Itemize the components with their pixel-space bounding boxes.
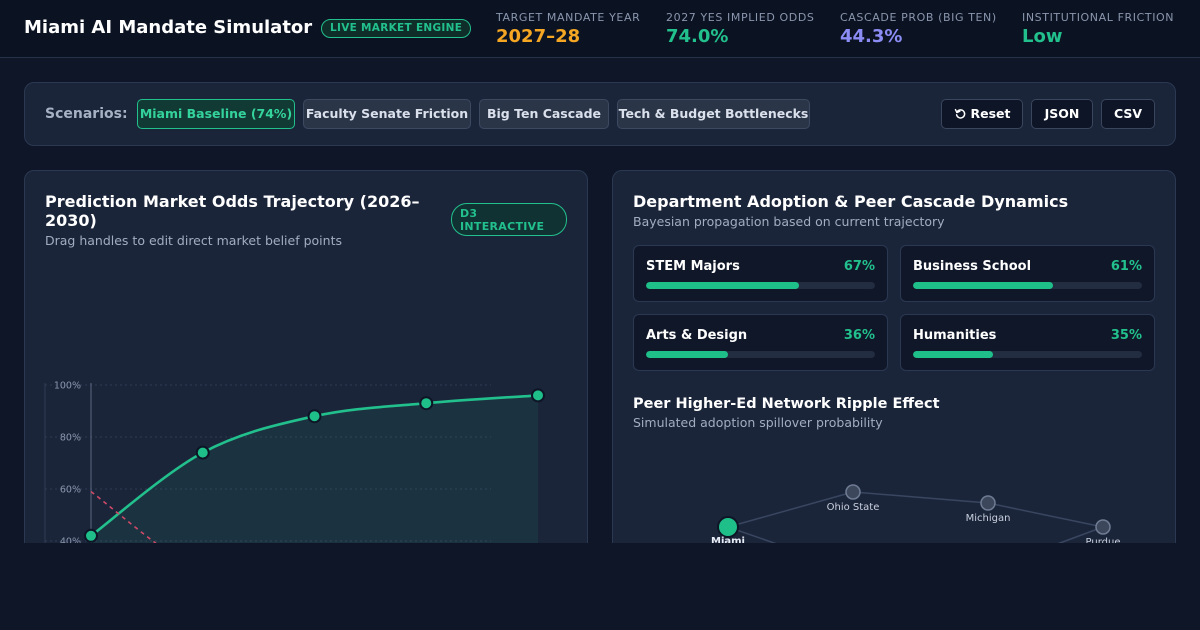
drag-handle[interactable] — [195, 445, 210, 460]
d3-interactive-badge: D3 INTERACTIVE — [451, 203, 567, 236]
live-market-badge: LIVE MARKET ENGINE — [321, 19, 472, 38]
app-title: Miami AI Mandate Simulator — [24, 17, 313, 38]
network-title: Peer Higher-Ed Network Ripple Effect — [633, 396, 940, 412]
scenario-faculty-friction-button[interactable]: Faculty Senate Friction — [303, 99, 471, 129]
network-node-michigan[interactable]: Michigan — [966, 495, 1011, 524]
network-node-label: Ohio State — [827, 502, 880, 513]
dept-percent: 35% — [1110, 328, 1142, 343]
dept-name: Arts & Design — [646, 328, 748, 343]
dept-progress-track — [646, 351, 875, 358]
dept-name: STEM Majors — [646, 259, 740, 274]
odds-panel-subtitle: Drag handles to edit direct market belie… — [45, 233, 342, 248]
network-edge — [727, 491, 854, 528]
stat-value: 2027–28 — [496, 26, 581, 47]
json-export-button[interactable]: JSON — [1031, 99, 1093, 129]
stat-friction: INSTITUTIONAL FRICTION Low — [1022, 11, 1174, 47]
stat-value: Low — [1022, 26, 1063, 47]
odds-panel-title: Prediction Market Odds Trajectory (2026–… — [45, 192, 420, 230]
stat-label: TARGET MANDATE YEAR — [496, 11, 641, 24]
reset-icon — [954, 108, 965, 119]
scenario-bar: Scenarios: Miami Baseline (74%) Faculty … — [24, 82, 1176, 146]
dept-progress-track — [646, 282, 875, 289]
odds-chart[interactable]: 100%80%60%40%20%0% — [25, 271, 588, 570]
network-edge — [987, 502, 1104, 528]
dept-name: Humanities — [913, 328, 997, 343]
csv-export-button[interactable]: CSV — [1101, 99, 1155, 129]
dept-card-stem: STEM Majors 67% — [633, 245, 888, 302]
stat-label: INSTITUTIONAL FRICTION — [1022, 11, 1175, 24]
y-tick-label: 40% — [60, 537, 81, 548]
y-tick-label: 60% — [60, 485, 81, 496]
peer-network-graph: Miami Ohio State Michigan Purdue — [711, 484, 1121, 554]
adoption-panel: Department Adoption & Peer Cascade Dynam… — [612, 170, 1176, 570]
scenario-tech-budget-button[interactable]: Tech & Budget Bottlenecks — [617, 99, 810, 129]
app-header: Miami AI Mandate Simulator LIVE MARKET E… — [0, 0, 1200, 58]
reset-button[interactable]: Reset — [941, 99, 1023, 129]
drag-handle[interactable] — [531, 388, 545, 403]
network-subtitle: Simulated adoption spillover probability — [633, 415, 883, 430]
dept-progress-track — [913, 282, 1142, 289]
reset-label: Reset — [970, 106, 1011, 121]
y-tick-label: 100% — [54, 381, 81, 392]
dept-progress-fill — [913, 351, 994, 358]
scenario-big-ten-button[interactable]: Big Ten Cascade — [479, 99, 609, 129]
stat-cascade-prob: CASCADE PROB (BIG TEN) 44.3% — [840, 11, 997, 47]
dept-progress-fill — [646, 282, 800, 289]
drag-handle[interactable] — [307, 409, 322, 424]
adoption-panel-subtitle: Bayesian propagation based on current tr… — [633, 214, 945, 229]
dept-card-arts: Arts & Design 36% — [633, 314, 888, 371]
series-area-fill — [91, 395, 538, 569]
dept-progress-fill — [913, 282, 1053, 289]
network-node-label: Purdue — [1086, 537, 1121, 548]
stat-target-year: TARGET MANDATE YEAR 2027–28 — [496, 11, 640, 47]
dept-progress-fill — [646, 351, 729, 358]
drag-handle[interactable] — [419, 396, 434, 411]
network-node-label: Miami — [711, 536, 745, 547]
network-edge — [852, 491, 989, 504]
dept-card-humanities: Humanities 35% — [900, 314, 1155, 371]
adoption-panel-title: Department Adoption & Peer Cascade Dynam… — [633, 192, 1069, 211]
stat-value: 74.0% — [666, 26, 729, 47]
drag-handle[interactable] — [84, 528, 98, 543]
stat-value: 44.3% — [840, 26, 903, 47]
network-node-ohio-state[interactable]: Ohio State — [827, 484, 880, 513]
network-node-miami[interactable]: Miami — [711, 516, 745, 547]
stat-label: CASCADE PROB (BIG TEN) — [840, 11, 997, 24]
network-node-purdue[interactable]: Purdue — [1086, 519, 1121, 548]
y-tick-label: 80% — [60, 433, 81, 444]
dept-percent: 61% — [1110, 259, 1142, 274]
dept-progress-track — [913, 351, 1142, 358]
page-background — [0, 543, 1200, 630]
stat-label: 2027 YES IMPLIED ODDS — [666, 11, 815, 24]
odds-trajectory-panel: Prediction Market Odds Trajectory (2026–… — [24, 170, 588, 570]
dept-percent: 67% — [843, 259, 875, 274]
dept-percent: 36% — [843, 328, 875, 343]
dept-card-business: Business School 61% — [900, 245, 1155, 302]
scenario-miami-baseline-button[interactable]: Miami Baseline (74%) — [137, 99, 295, 129]
network-node-label: Michigan — [966, 513, 1011, 524]
dept-name: Business School — [913, 259, 1032, 274]
scenarios-label: Scenarios: — [45, 106, 128, 122]
stat-implied-odds: 2027 YES IMPLIED ODDS 74.0% — [666, 11, 814, 47]
